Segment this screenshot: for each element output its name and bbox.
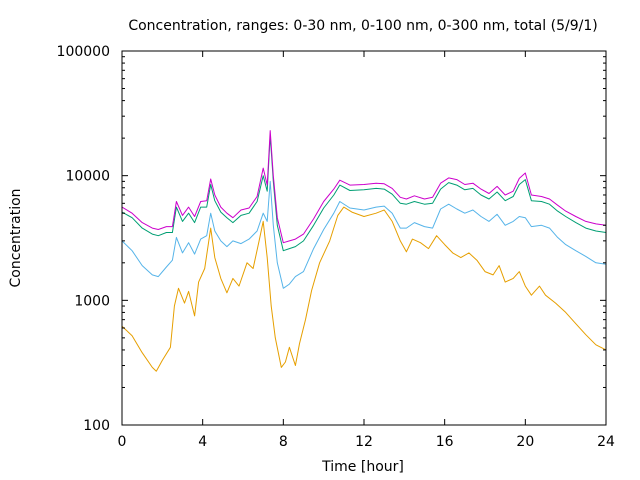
x-tick-label: 24 (597, 434, 615, 450)
x-tick-label: 8 (279, 434, 288, 450)
x-axis-label: Time [hour] (321, 459, 404, 475)
y-tick-label: 1000 (74, 293, 110, 309)
series-layer (121, 130, 607, 372)
y-tick-label: 100 (83, 418, 110, 434)
x-tick-label: 12 (355, 434, 373, 450)
chart-title: Concentration, ranges: 0-30 nm, 0-100 nm… (128, 18, 597, 34)
y-tick-label: 100000 (57, 44, 110, 60)
series-line-4 (121, 130, 607, 244)
x-tick-label: 0 (118, 434, 127, 450)
x-tick-label: 20 (516, 434, 534, 450)
y-tick-label: 10000 (65, 169, 110, 185)
series-line-2 (121, 180, 607, 289)
x-tick-label: 16 (436, 434, 454, 450)
series-line-1 (121, 206, 607, 372)
y-axis-label: Concentration (8, 188, 24, 287)
plot-frame (121, 50, 607, 426)
x-tick-label: 4 (198, 434, 207, 450)
tick-layer: 0 4 8 12 16 20 24 100 1000 10000 100000 (57, 44, 615, 450)
series-line-3 (121, 135, 607, 252)
